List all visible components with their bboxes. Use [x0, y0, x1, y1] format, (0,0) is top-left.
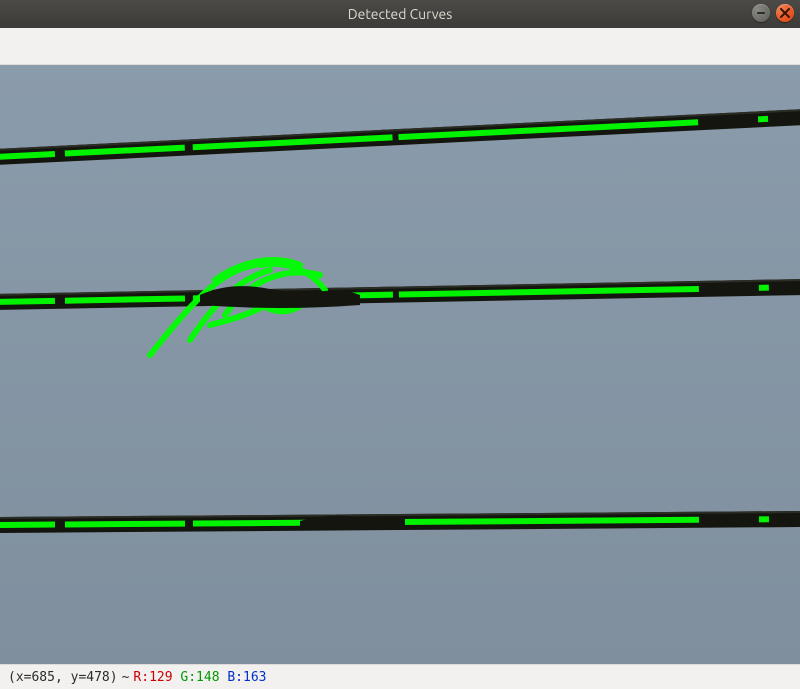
pixel-g-value: 148: [196, 670, 219, 685]
close-button[interactable]: [776, 4, 794, 22]
coord-suffix: ): [110, 670, 118, 685]
pixel-g-label: G:: [180, 670, 196, 685]
pixel-r-label: R:: [133, 670, 149, 685]
coord-x-value: 685: [31, 670, 54, 685]
titlebar[interactable]: Detected Curves: [0, 0, 800, 28]
app-window: Detected Curves (x= 685 , y= 478 ) ~ R:1…: [0, 0, 800, 689]
toolbar-area: [0, 28, 800, 65]
coord-x-prefix: (x=: [8, 670, 31, 685]
detected-curves-image: [0, 65, 800, 664]
tilde-separator: ~: [122, 670, 130, 685]
coord-y-prefix: , y=: [55, 670, 86, 685]
window-title: Detected Curves: [0, 6, 800, 22]
minimize-button[interactable]: [752, 4, 770, 22]
status-bar: (x= 685 , y= 478 ) ~ R:129 G:148 B:163: [0, 664, 800, 689]
close-icon: [780, 8, 790, 18]
pixel-b-label: B:: [227, 670, 243, 685]
pixel-r-value: 129: [149, 670, 172, 685]
image-canvas[interactable]: [0, 65, 800, 664]
window-controls: [752, 4, 794, 22]
coord-y-value: 478: [86, 670, 109, 685]
pixel-b-value: 163: [243, 670, 266, 685]
